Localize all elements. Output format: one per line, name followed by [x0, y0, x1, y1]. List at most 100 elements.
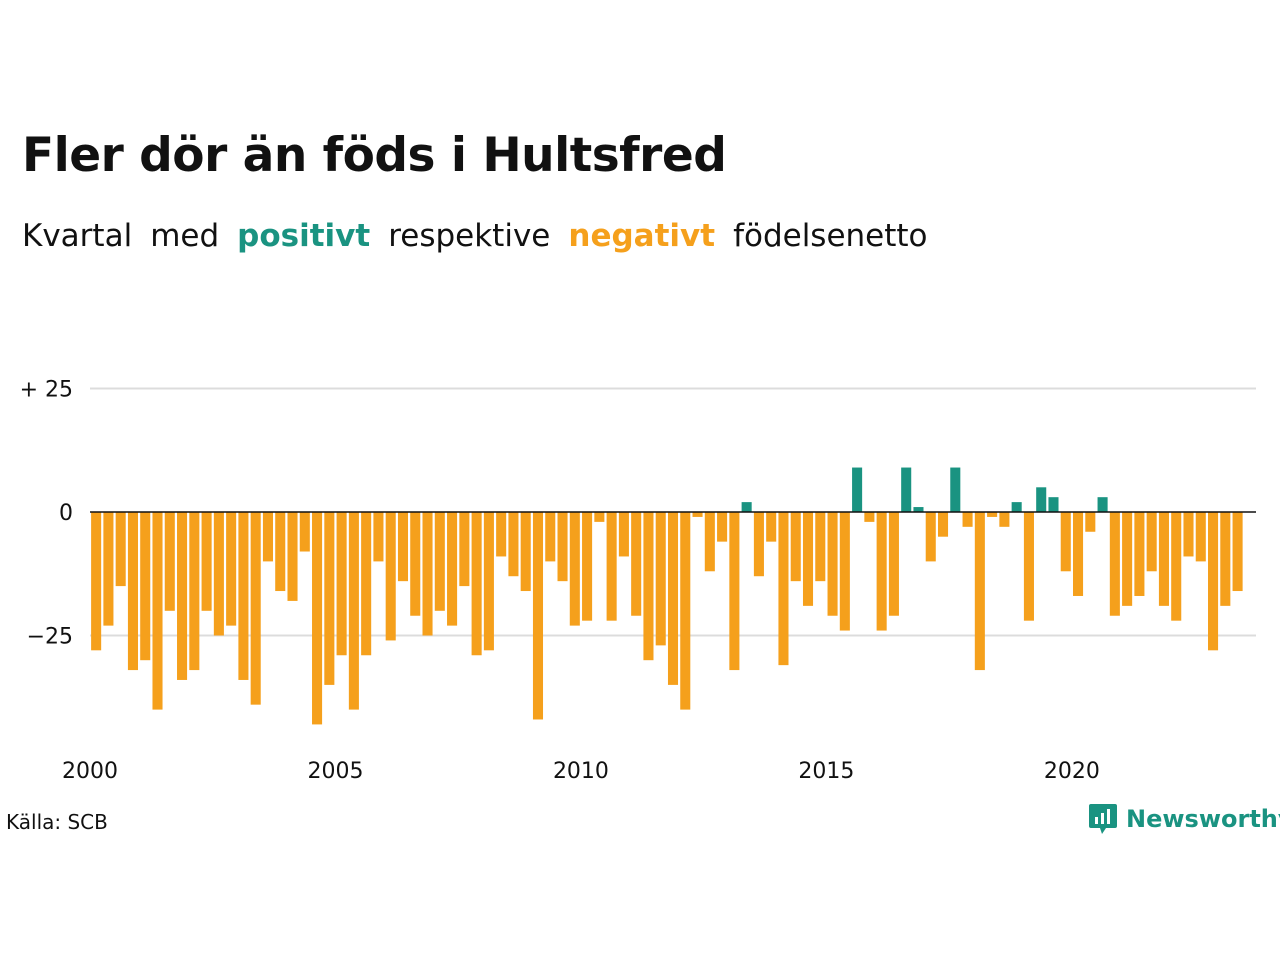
bar — [520, 512, 531, 592]
x-tick-label: 2020 — [1044, 759, 1100, 784]
bar — [1072, 512, 1084, 596]
bar — [447, 512, 458, 626]
x-tick-label: 2010 — [553, 759, 609, 784]
bar — [1036, 487, 1047, 512]
bar — [287, 512, 298, 601]
bar — [1048, 497, 1059, 512]
bar — [913, 507, 924, 512]
bar — [1208, 512, 1219, 651]
bar — [1097, 497, 1108, 512]
bar-chart: + 25 0 −25 2000 2005 2010 2015 2020 — [20, 378, 1256, 784]
y-tick-label: −25 — [27, 625, 73, 650]
bar — [508, 512, 519, 577]
bar — [999, 512, 1010, 527]
x-tick-label: 2015 — [798, 759, 854, 784]
bar — [361, 512, 372, 656]
bar — [1085, 512, 1096, 532]
bar — [275, 512, 286, 592]
chart-title: Fler dör än föds i Hultsfred — [22, 128, 727, 183]
subtitle-positive-word: positivt — [237, 218, 371, 254]
subtitle-text-fodelsenetto: födelsenetto — [733, 218, 928, 254]
bar — [189, 512, 200, 671]
bar — [717, 512, 728, 542]
bar — [410, 512, 421, 616]
bar — [336, 512, 347, 656]
bar — [864, 512, 875, 522]
bar — [1146, 512, 1157, 572]
bar — [925, 512, 936, 562]
bar — [974, 512, 985, 671]
bar — [753, 512, 764, 577]
bar — [1060, 512, 1071, 572]
bar — [140, 512, 151, 661]
bar — [152, 512, 163, 710]
bar — [496, 512, 507, 557]
bar — [164, 512, 175, 611]
bar — [1134, 512, 1145, 596]
bar — [937, 512, 949, 537]
bar — [594, 512, 605, 522]
bar — [815, 512, 826, 582]
bar — [901, 467, 912, 512]
bar — [238, 512, 249, 680]
bar — [987, 512, 998, 517]
bar — [532, 512, 544, 720]
x-tick-label: 2005 — [307, 759, 363, 784]
bar — [201, 512, 212, 611]
bar — [1195, 512, 1206, 562]
bar — [766, 512, 777, 542]
bar — [618, 512, 629, 557]
bar — [950, 467, 961, 512]
brand-logo: Newsworthy — [1088, 802, 1280, 836]
bar — [177, 512, 188, 680]
bar — [631, 512, 642, 616]
bar — [397, 512, 409, 582]
y-tick-label: + 25 — [20, 378, 73, 403]
bar — [557, 512, 568, 582]
subtitle-text-kvartal: Kvartal — [22, 218, 133, 254]
bar — [312, 512, 323, 725]
bar — [876, 512, 887, 631]
subtitle-text-med: med — [150, 218, 220, 254]
bar — [483, 512, 494, 651]
bar — [1183, 512, 1194, 557]
bar — [802, 512, 814, 606]
bar — [103, 512, 114, 626]
bar — [790, 512, 801, 582]
y-tick-label: 0 — [59, 501, 73, 526]
bar — [1232, 512, 1243, 592]
brand-name: Newsworthy — [1126, 805, 1280, 833]
bar — [1122, 512, 1133, 606]
bar — [545, 512, 556, 562]
source-note: Källa: SCB — [6, 810, 108, 834]
bar — [348, 512, 359, 710]
bar — [422, 512, 433, 636]
bar — [1023, 512, 1034, 621]
bar — [839, 512, 850, 631]
bar — [741, 502, 752, 512]
chart-subtitle: Kvartal med positivt respektive negativt föde… — [22, 216, 946, 256]
bar — [250, 512, 261, 705]
bar — [692, 512, 703, 517]
bar — [262, 512, 274, 562]
bar — [643, 512, 654, 661]
bar — [299, 512, 310, 552]
bar — [582, 512, 593, 621]
bar — [1158, 512, 1169, 606]
bar — [704, 512, 715, 572]
bar — [226, 512, 237, 626]
subtitle-negative-word: negativt — [568, 218, 716, 254]
bar — [1109, 512, 1120, 616]
bar — [459, 512, 470, 587]
bar — [655, 512, 666, 646]
bar — [324, 512, 335, 685]
bar — [434, 512, 445, 611]
bar — [667, 512, 679, 685]
x-tick-label: 2000 — [62, 759, 118, 784]
bar — [127, 512, 138, 671]
bar — [606, 512, 617, 621]
bar — [569, 512, 580, 626]
newsworthy-logo-icon — [1089, 804, 1117, 834]
bar — [1171, 512, 1182, 621]
bar — [852, 467, 863, 512]
